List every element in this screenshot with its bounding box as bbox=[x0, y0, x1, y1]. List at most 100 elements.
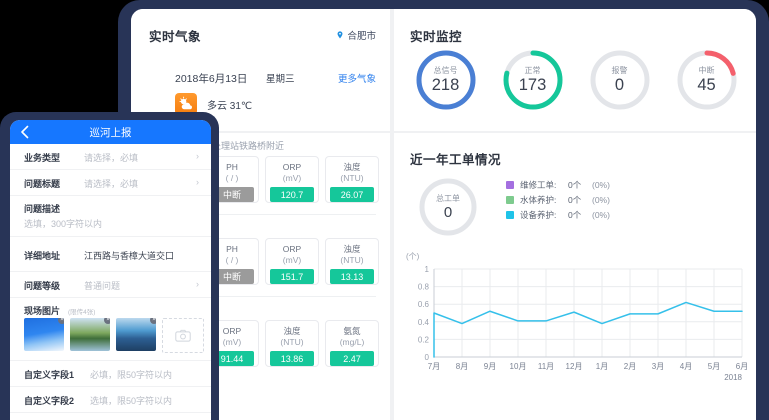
legend-percent: (0%) bbox=[592, 209, 610, 220]
photo-thumbnails: × × × bbox=[24, 318, 204, 353]
field-business-type[interactable]: 业务类型 请选择，必填 › bbox=[10, 144, 211, 170]
total-orders-value: 0 bbox=[443, 203, 453, 221]
field-custom-1[interactable]: 自定义字段1 必填，限50字符以内 bbox=[10, 361, 211, 387]
field-address[interactable]: 详细地址 江西路与香樟大道交口 bbox=[10, 237, 211, 272]
sensor-chip[interactable]: 浊度 (NTU) 26.07 bbox=[325, 156, 379, 203]
sensor-chip[interactable]: ORP (mV) 151.7 bbox=[265, 238, 319, 285]
sensor-name: 氨氮 bbox=[343, 326, 361, 336]
sensor-value: 91.44 bbox=[210, 351, 254, 366]
gauge-label: 报警 bbox=[611, 65, 628, 75]
chart-y-unit: (个) bbox=[406, 252, 420, 261]
legend-count: 0个 bbox=[568, 194, 582, 205]
total-orders-text: 总工单 0 bbox=[416, 175, 480, 239]
sensor-value: 13.13 bbox=[330, 269, 374, 284]
sensor-unit: (mV) bbox=[282, 173, 302, 183]
chevron-right-icon: › bbox=[196, 279, 199, 289]
gauge-alarm[interactable]: 报警 0 bbox=[576, 47, 663, 113]
location-pin-icon bbox=[338, 31, 343, 39]
monitor-card: 实时监控 总信号 218 bbox=[394, 9, 756, 131]
svg-text:8月: 8月 bbox=[456, 362, 468, 371]
sensor-name: 浊度 bbox=[343, 244, 361, 254]
legend-label: 维修工单: bbox=[520, 179, 557, 190]
gauge-ring bbox=[677, 50, 736, 110]
chevron-left-icon[interactable] bbox=[20, 125, 30, 139]
field-placeholder: 选填，300字符以内 bbox=[24, 219, 103, 229]
weather-location: 合肥市 bbox=[336, 28, 376, 42]
legend-swatch-icon bbox=[506, 195, 514, 204]
field-label: 问题标题 bbox=[24, 179, 61, 189]
gauge-label: 中断 bbox=[698, 65, 715, 75]
close-icon[interactable]: × bbox=[150, 318, 156, 324]
sensor-value: 26.07 bbox=[330, 187, 374, 202]
svg-text:1月: 1月 bbox=[596, 362, 608, 371]
photo-thumbnail[interactable]: × bbox=[70, 318, 110, 351]
close-icon[interactable]: × bbox=[104, 318, 110, 324]
sensor-name: ORP bbox=[222, 326, 242, 336]
sensor-unit: (NTU) bbox=[340, 173, 364, 183]
legend-item[interactable]: 维修工单: 0个 (0%) bbox=[506, 177, 610, 192]
gauge-ring bbox=[503, 50, 562, 110]
weather-weekday: 星期三 bbox=[266, 74, 295, 85]
photos-hint: (限传4张) bbox=[68, 309, 96, 316]
sensor-unit: ( / ) bbox=[225, 173, 239, 183]
svg-text:3月: 3月 bbox=[652, 362, 664, 371]
orders-line-chart: 0 0.2 0.4 0.6 0.8 1 7月 8月 9月 10月 11月 12月 1月 2月 3月 4月 5月 6… bbox=[418, 265, 748, 382]
legend-count: 0个 bbox=[568, 209, 582, 220]
gauge-total-signal[interactable]: 总信号 218 bbox=[402, 47, 489, 113]
svg-text:10月: 10月 bbox=[510, 362, 527, 371]
mobile-report-panel: 巡河上报 业务类型 请选择，必填 › 问题标题 请选择，必填 › 问题描述 选填… bbox=[10, 120, 211, 420]
sensor-name: 浊度 bbox=[283, 326, 301, 336]
divider bbox=[145, 214, 376, 215]
sensor-value: 2.47 bbox=[330, 351, 374, 366]
weather-location-text: 合肥市 bbox=[347, 31, 376, 42]
svg-text:2月: 2月 bbox=[624, 362, 636, 371]
field-label: 业务类型 bbox=[24, 153, 61, 163]
svg-text:0.2: 0.2 bbox=[418, 335, 430, 344]
gauge-label: 正常 bbox=[524, 65, 541, 75]
sensor-chip[interactable]: 氨氮 (mg/L) 2.47 bbox=[325, 320, 379, 367]
weather-card: 实时气象 合肥市 2018年6月13日 星期三 更多气象 bbox=[131, 9, 390, 131]
sensor-unit: (NTU) bbox=[340, 255, 364, 265]
field-placeholder: 必填，限50字符以内 bbox=[90, 370, 173, 380]
field-description[interactable]: 问题描述 选填，300字符以内 bbox=[10, 196, 211, 237]
legend-item[interactable]: 设备养护: 0个 (0%) bbox=[506, 207, 610, 222]
sensor-name: PH bbox=[226, 162, 238, 172]
sensor-value: 中断 bbox=[210, 187, 254, 202]
photo-thumbnail[interactable]: × bbox=[24, 318, 64, 351]
field-problem-title[interactable]: 问题标题 请选择，必填 › bbox=[10, 170, 211, 196]
close-icon[interactable]: × bbox=[58, 318, 64, 324]
photo-thumbnail[interactable]: × bbox=[116, 318, 156, 351]
more-weather-link[interactable]: 更多气象 bbox=[337, 74, 376, 85]
add-photo-button[interactable] bbox=[162, 318, 204, 353]
chevron-right-icon: › bbox=[196, 177, 199, 187]
sun-cloud-icon bbox=[175, 93, 197, 115]
gauge-interrupt[interactable]: 中断 45 bbox=[663, 47, 750, 113]
sensor-chip[interactable]: 浊度 (NTU) 13.13 bbox=[325, 238, 379, 285]
field-site-photos: 现场图片 (限传4张) × × × bbox=[10, 298, 211, 361]
sensor-value: 151.7 bbox=[270, 269, 314, 284]
field-label: 详细地址 bbox=[24, 251, 61, 261]
weather-condition: 多云 31℃ bbox=[207, 101, 253, 112]
svg-text:0: 0 bbox=[425, 353, 430, 362]
legend-label: 水体养护: bbox=[520, 194, 557, 205]
sensor-chip[interactable]: ORP (mV) 120.7 bbox=[265, 156, 319, 203]
svg-text:7月: 7月 bbox=[428, 362, 440, 371]
field-custom-2[interactable]: 自定义字段2 选填，限50字符以内 bbox=[10, 387, 211, 413]
sensor-value: 13.86 bbox=[270, 351, 314, 366]
legend-item[interactable]: 水体养护: 0个 (0%) bbox=[506, 192, 610, 207]
mobile-header: 巡河上报 bbox=[10, 120, 211, 144]
legend-label: 设备养护: bbox=[520, 209, 557, 220]
svg-text:11月: 11月 bbox=[538, 362, 554, 371]
svg-text:0.8: 0.8 bbox=[418, 283, 430, 292]
svg-text:0.4: 0.4 bbox=[418, 318, 430, 327]
field-problem-level[interactable]: 问题等级 普通问题 › bbox=[10, 272, 211, 298]
field-value: 请选择，必填 bbox=[84, 179, 139, 189]
sensor-chip[interactable]: 浊度 (NTU) 13.86 bbox=[265, 320, 319, 367]
svg-text:0.6: 0.6 bbox=[418, 300, 430, 309]
svg-text:9月: 9月 bbox=[484, 362, 496, 371]
gauge-group: 总信号 218 正常 173 bbox=[402, 47, 752, 113]
chevron-right-icon: › bbox=[196, 151, 199, 161]
gauge-value: 0 bbox=[614, 75, 625, 94]
gauge-normal[interactable]: 正常 173 bbox=[489, 47, 576, 113]
